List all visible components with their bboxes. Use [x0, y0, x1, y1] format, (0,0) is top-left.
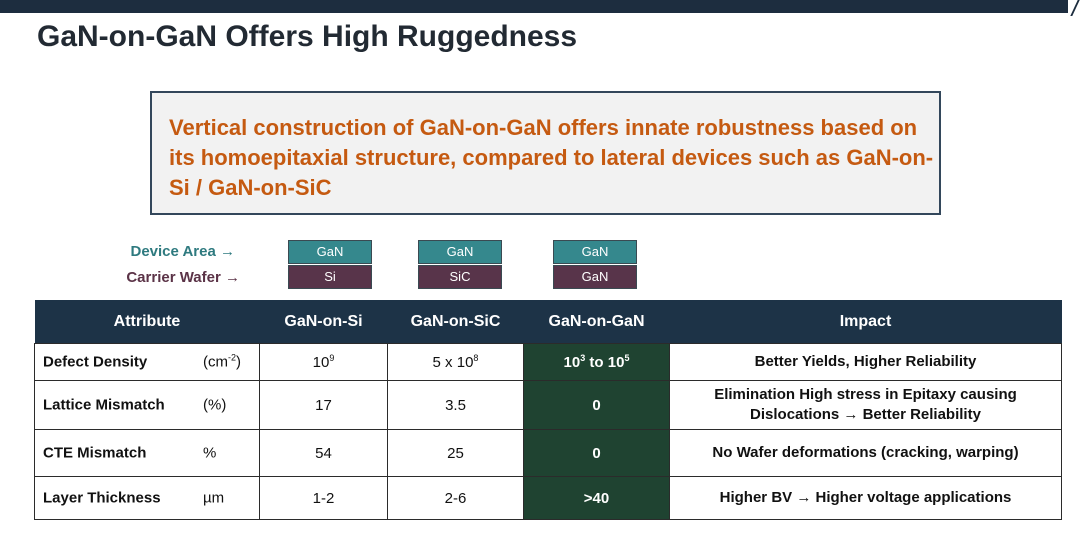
stack-si-carrier-layer: Si — [288, 265, 372, 289]
attribute-name: CTE Mismatch — [43, 444, 147, 462]
stack-sic-device-layer: GaN — [418, 240, 502, 264]
attribute-cell: Layer Thickness µm — [34, 476, 260, 520]
impact-cell: Elimination High stress in Epitaxy causi… — [669, 380, 1062, 430]
attribute-unit: (cm-2) — [203, 352, 242, 371]
stack-sic-carrier-layer: SiC — [418, 265, 502, 289]
impact-cell: Higher BV → Higher voltage applications — [669, 476, 1062, 520]
header-gan-on-si: GaN-on-Si — [259, 300, 388, 344]
table-row: CTE Mismatch % 54 25 0 No Wafer deformat… — [34, 429, 1062, 477]
table-header-row: Attribute GaN-on-Si GaN-on-SiC GaN-on-Ga… — [34, 300, 1062, 344]
comparison-table: Attribute GaN-on-Si GaN-on-SiC GaN-on-Ga… — [34, 300, 1062, 520]
gan-on-si-value: 54 — [259, 429, 388, 477]
table-row: Lattice Mismatch (%) 17 3.5 0 Eliminatio… — [34, 380, 1062, 430]
top-banner-bar — [0, 0, 1068, 13]
gan-on-sic-value: 25 — [387, 429, 524, 477]
attribute-cell: Defect Density (cm-2) — [34, 343, 260, 381]
attribute-cell: Lattice Mismatch (%) — [34, 380, 260, 430]
header-gan-on-gan: GaN-on-GaN — [523, 300, 670, 344]
attribute-name: Defect Density — [43, 353, 148, 371]
header-impact: Impact — [669, 300, 1062, 344]
device-area-label: Device Area → — [130, 243, 235, 260]
top-banner-accent — [1070, 0, 1080, 16]
callout-box: Vertical construction of GaN-on-GaN offe… — [150, 91, 941, 215]
stack-si-device-layer: GaN — [288, 240, 372, 264]
attribute-unit: % — [203, 444, 217, 462]
attribute-name: Layer Thickness — [43, 489, 161, 507]
attribute-cell: CTE Mismatch % — [34, 429, 260, 477]
page-title: GaN-on-GaN Offers High Ruggedness — [37, 20, 578, 53]
stack-gan-carrier-layer: GaN — [553, 265, 637, 289]
callout-text: Vertical construction of GaN-on-GaN offe… — [169, 115, 934, 200]
header-gan-on-sic: GaN-on-SiC — [387, 300, 524, 344]
gan-on-sic-value: 2-6 — [387, 476, 524, 520]
header-attribute: Attribute — [34, 300, 260, 344]
gan-on-gan-value: 0 — [523, 429, 670, 477]
attribute-unit: (%) — [203, 396, 227, 414]
gan-on-gan-value: 0 — [523, 380, 670, 430]
table-row: Layer Thickness µm 1-2 2-6 >40 Higher BV… — [34, 476, 1062, 520]
table-row: Defect Density (cm-2) 109 5 x 108 103 to… — [34, 343, 1062, 381]
gan-on-si-value: 17 — [259, 380, 388, 430]
gan-on-sic-value: 3.5 — [387, 380, 524, 430]
impact-cell: No Wafer deformations (cracking, warping… — [669, 429, 1062, 477]
carrier-wafer-label: Carrier Wafer → — [126, 269, 240, 286]
stack-gan-device-layer: GaN — [553, 240, 637, 264]
attribute-name: Lattice Mismatch — [43, 396, 165, 414]
gan-on-sic-value: 5 x 108 — [387, 343, 524, 381]
attribute-unit: µm — [203, 489, 225, 507]
gan-on-gan-value: 103 to 105 — [523, 343, 670, 381]
gan-on-si-value: 1-2 — [259, 476, 388, 520]
gan-on-gan-value: >40 — [523, 476, 670, 520]
gan-on-si-value: 109 — [259, 343, 388, 381]
impact-cell: Better Yields, Higher Reliability — [669, 343, 1062, 381]
